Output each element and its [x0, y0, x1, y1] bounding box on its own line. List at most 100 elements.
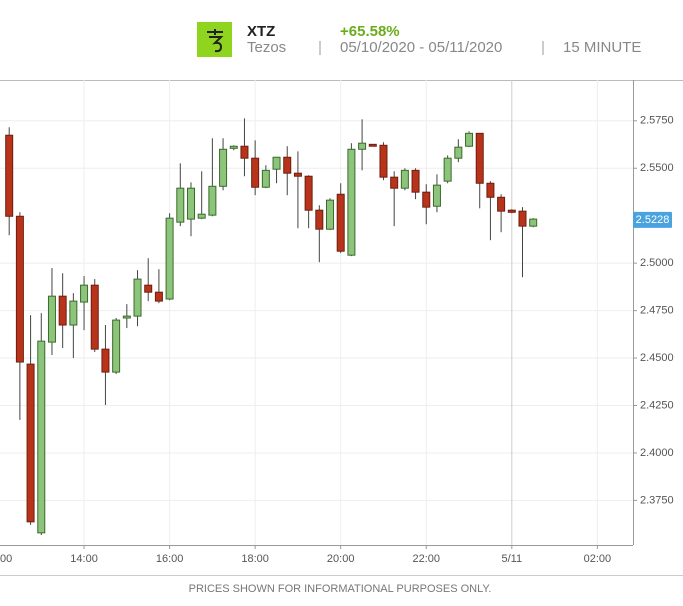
asset-name: Tezos — [247, 39, 286, 56]
candle-body — [347, 148, 356, 256]
y-tick-label: 2.5750 — [640, 115, 674, 127]
candle-body — [518, 210, 527, 227]
candle — [186, 182, 195, 237]
x-tick-label: 16:00 — [156, 553, 184, 565]
candle — [347, 143, 356, 257]
candle-body — [37, 340, 46, 534]
candle-body — [315, 209, 324, 230]
candle — [315, 205, 324, 263]
candle-body — [240, 145, 249, 159]
candle — [326, 198, 335, 231]
candle-body — [304, 175, 313, 211]
candle — [411, 168, 420, 200]
candle — [422, 184, 431, 225]
candle — [251, 140, 260, 196]
candle-body — [197, 213, 206, 219]
y-tick-label: 2.3750 — [640, 494, 674, 506]
y-tick-label: 2.4000 — [640, 447, 674, 459]
candle — [486, 181, 495, 241]
candle — [465, 131, 474, 148]
candle — [133, 270, 142, 327]
candle-body — [176, 187, 185, 223]
candle-body — [229, 145, 238, 149]
candle-body — [186, 187, 195, 220]
disclaimer: PRICES SHOWN FOR INFORMATIONAL PURPOSES … — [189, 583, 492, 595]
candle-body — [112, 319, 121, 373]
candle — [379, 142, 388, 181]
candle-body — [154, 291, 163, 302]
candle — [293, 151, 302, 229]
candle-body — [5, 134, 14, 217]
candle — [272, 156, 281, 184]
candle-body — [80, 284, 89, 303]
candle-body — [390, 176, 399, 189]
candle-body — [454, 146, 463, 159]
candle-body — [443, 157, 452, 182]
x-tick-label: 20:00 — [327, 553, 355, 565]
candle — [443, 155, 452, 184]
candle-body — [326, 199, 335, 230]
candle — [219, 138, 228, 191]
y-tick-label: 2.4250 — [640, 399, 674, 411]
x-tick-label: 12:00 — [0, 553, 12, 565]
candle — [90, 279, 99, 352]
candle — [26, 315, 35, 525]
last-price-box — [633, 211, 672, 228]
candle — [261, 165, 270, 189]
symbol: XTZ — [247, 23, 275, 40]
x-tick-label: 22:00 — [412, 553, 440, 565]
candle — [197, 171, 206, 220]
x-tick-label: 14:00 — [70, 553, 98, 565]
candle-body — [272, 156, 281, 170]
candle-body — [26, 363, 35, 523]
candle-body — [422, 191, 431, 208]
candle — [304, 175, 313, 229]
candle — [507, 209, 516, 214]
candle — [518, 207, 527, 278]
candle-body — [411, 169, 420, 193]
y-tick-label: 2.4750 — [640, 305, 674, 317]
candle-body — [251, 157, 260, 188]
candle-body — [69, 300, 78, 326]
candle-body — [15, 215, 24, 363]
candle — [358, 119, 367, 171]
candle — [432, 174, 441, 213]
candle — [47, 268, 56, 356]
y-tick-label: 2.5000 — [640, 257, 674, 269]
candle — [529, 218, 538, 228]
candle — [101, 325, 110, 405]
logo-glyph — [207, 29, 224, 53]
candle-body — [400, 169, 409, 189]
candle — [58, 273, 67, 348]
candle-body — [90, 284, 99, 350]
candle — [229, 145, 238, 151]
logo — [197, 22, 232, 57]
date-range: 05/10/2020 - 05/11/2020 — [340, 39, 502, 56]
candle-body — [261, 169, 270, 188]
candle-body — [101, 348, 110, 373]
candle-body — [293, 172, 302, 177]
candle-body — [486, 182, 495, 198]
candle — [454, 139, 463, 163]
change: +65.58% — [340, 23, 400, 40]
candle-body — [465, 132, 474, 147]
candle — [69, 293, 78, 359]
candle — [154, 269, 163, 304]
candle-body — [219, 148, 228, 187]
candle — [15, 212, 24, 420]
candle — [112, 318, 121, 374]
candle — [400, 168, 409, 191]
candle — [37, 313, 46, 535]
candle-body — [379, 144, 388, 178]
x-tick-label: 5/11 — [502, 553, 523, 565]
candle — [122, 304, 131, 329]
candle-body — [475, 132, 484, 184]
plot: 2.5750 2.5500 2.5000 2.4750 2.4500 2.4250 2.40… — [0, 80, 674, 565]
candle-body — [368, 143, 377, 147]
candle-body — [122, 315, 131, 319]
candle-body — [507, 209, 516, 213]
candle — [390, 171, 399, 227]
candle-body — [432, 184, 441, 207]
candle — [80, 276, 89, 331]
